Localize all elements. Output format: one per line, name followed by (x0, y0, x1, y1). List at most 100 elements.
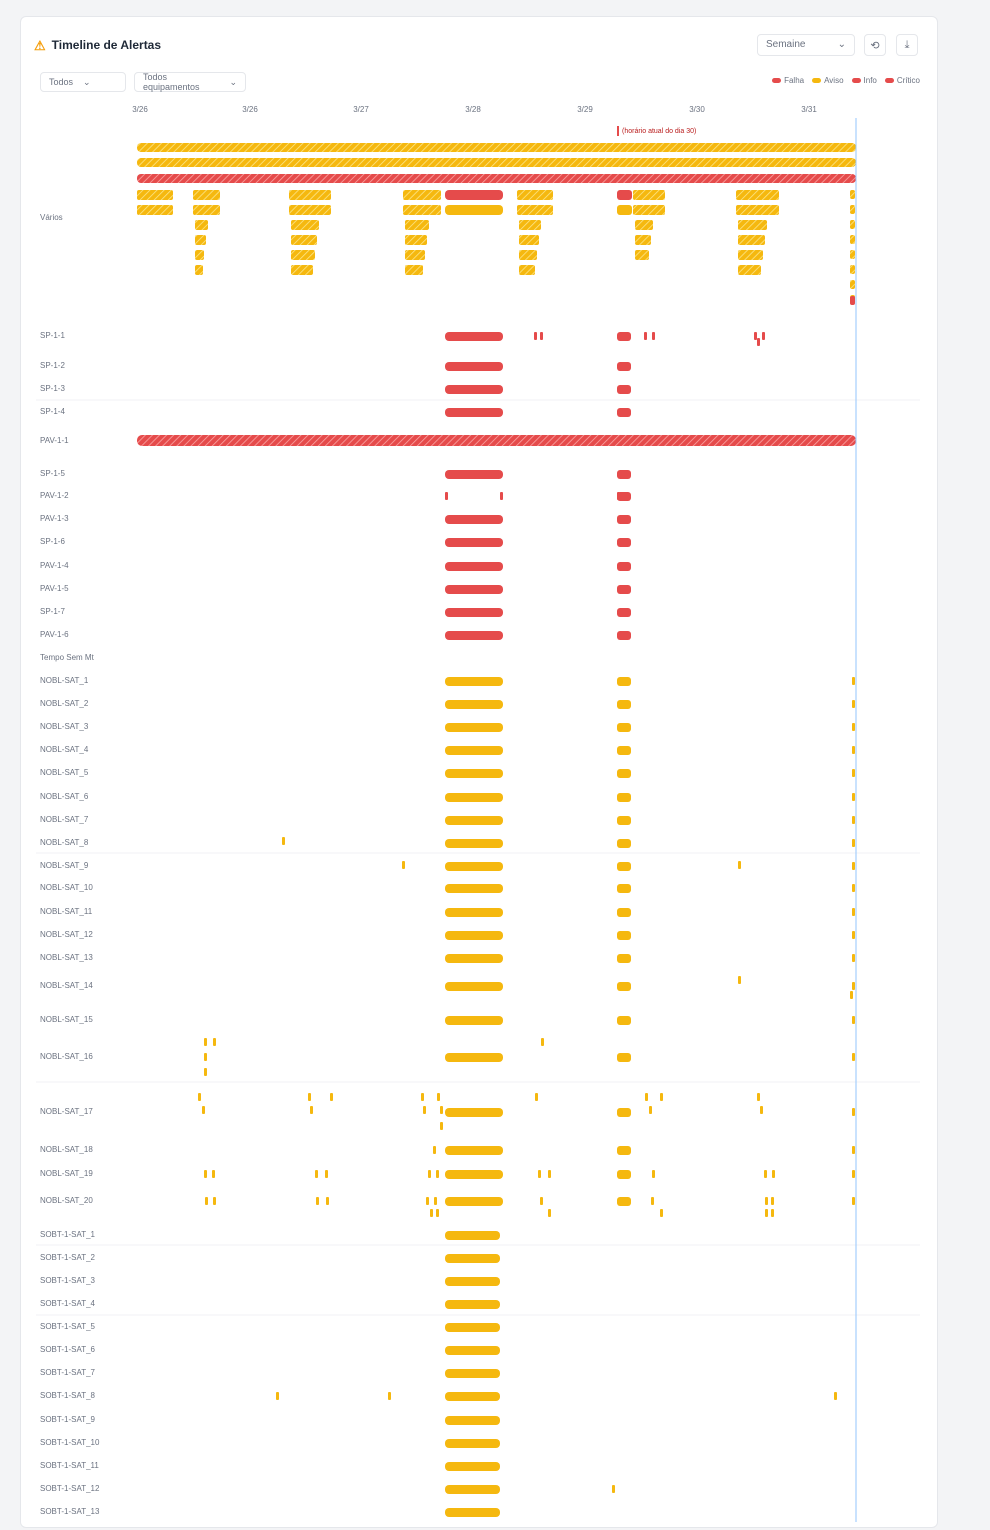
alert-bar[interactable] (325, 1170, 328, 1178)
alert-bar[interactable] (445, 769, 503, 778)
alert-bar[interactable] (445, 816, 503, 825)
alert-bar[interactable] (644, 332, 647, 340)
alert-bar[interactable] (445, 1016, 503, 1025)
alert-bar[interactable] (445, 677, 503, 686)
alert-bar[interactable] (765, 1209, 768, 1217)
alert-bar[interactable] (660, 1209, 663, 1217)
alert-bar[interactable] (405, 235, 427, 245)
alert-bar[interactable] (617, 385, 631, 394)
alert-bar[interactable] (445, 954, 503, 963)
alert-bar[interactable] (617, 362, 631, 371)
alert-bar[interactable] (852, 908, 855, 916)
alert-bar[interactable] (617, 332, 631, 341)
alert-bar[interactable] (437, 1093, 440, 1101)
alert-bar[interactable] (445, 982, 503, 991)
alert-bar[interactable] (617, 562, 631, 571)
alert-bar[interactable] (445, 700, 503, 709)
alert-bar[interactable] (852, 1146, 855, 1154)
alert-bar[interactable] (617, 538, 631, 547)
alert-bar[interactable] (315, 1170, 318, 1178)
alert-bar[interactable] (291, 265, 313, 275)
alert-bar[interactable] (850, 296, 855, 305)
alert-bar[interactable] (852, 723, 855, 731)
alert-bar[interactable] (445, 1197, 503, 1206)
alert-bar[interactable] (195, 220, 208, 230)
alert-bar[interactable] (754, 332, 757, 340)
download-button[interactable]: ⤓ (896, 34, 918, 56)
alert-bar[interactable] (852, 769, 855, 777)
alert-bar[interactable] (850, 280, 855, 289)
alert-bar[interactable] (852, 793, 855, 801)
alert-bar[interactable] (617, 408, 631, 417)
alert-bar[interactable] (617, 839, 631, 848)
alert-bar[interactable] (772, 1170, 775, 1178)
alert-bar[interactable] (212, 1170, 215, 1178)
alert-bar[interactable] (204, 1170, 207, 1178)
alert-bar[interactable] (762, 332, 765, 340)
alert-bar[interactable] (617, 1170, 631, 1179)
severity-filter[interactable]: Todos ⌄ (40, 72, 126, 92)
alert-bar[interactable] (445, 1108, 503, 1117)
alert-bar[interactable] (757, 1093, 760, 1101)
alert-bar[interactable] (202, 1106, 205, 1114)
alert-bar[interactable] (617, 677, 631, 686)
alert-bar[interactable] (291, 250, 315, 260)
alert-bar[interactable] (850, 205, 855, 214)
alert-bar[interactable] (445, 1462, 500, 1471)
alert-bar[interactable] (736, 205, 779, 215)
alert-bar[interactable] (445, 1508, 500, 1517)
alert-bar[interactable] (445, 1346, 500, 1355)
alert-bar[interactable] (617, 884, 631, 893)
alert-bar[interactable] (645, 1093, 648, 1101)
alert-bar[interactable] (445, 608, 503, 617)
alert-bar[interactable] (852, 982, 855, 990)
alert-bar[interactable] (310, 1106, 313, 1114)
legend-item-falha[interactable]: Falha (772, 76, 804, 85)
alert-bar[interactable] (771, 1197, 774, 1205)
alert-bar[interactable] (436, 1209, 439, 1217)
alert-bar[interactable] (445, 190, 503, 200)
alert-bar[interactable] (445, 746, 503, 755)
legend-item-critico[interactable]: Crítico (884, 76, 920, 85)
alert-bar[interactable] (402, 861, 405, 869)
alert-bar[interactable] (137, 174, 856, 183)
alert-bar[interactable] (760, 1106, 763, 1114)
alert-bar[interactable] (445, 631, 503, 640)
alert-bar[interactable] (193, 205, 220, 215)
alert-bar[interactable] (541, 1038, 544, 1046)
alert-bar[interactable] (738, 250, 763, 260)
alert-bar[interactable] (213, 1038, 216, 1046)
alert-bar[interactable] (440, 1106, 443, 1114)
alert-bar[interactable] (445, 723, 503, 732)
alert-bar[interactable] (388, 1392, 391, 1400)
alert-bar[interactable] (445, 1254, 500, 1263)
alert-bar[interactable] (617, 1108, 631, 1117)
alert-bar[interactable] (633, 190, 665, 200)
alert-bar[interactable] (852, 1197, 855, 1205)
alert-bar[interactable] (204, 1068, 207, 1076)
alert-bar[interactable] (617, 1053, 631, 1062)
alert-bar[interactable] (445, 1416, 500, 1425)
alert-bar[interactable] (652, 1170, 655, 1178)
alert-bar[interactable] (308, 1093, 311, 1101)
alert-bar[interactable] (193, 190, 220, 200)
alert-bar[interactable] (445, 862, 503, 871)
alert-bar[interactable] (617, 862, 631, 871)
alert-bar[interactable] (852, 862, 855, 870)
alert-bar[interactable] (852, 700, 855, 708)
alert-bar[interactable] (445, 1369, 500, 1378)
alert-bar[interactable] (433, 1146, 436, 1154)
legend-item-aviso[interactable]: Aviso (812, 76, 844, 85)
alert-bar[interactable] (291, 220, 319, 230)
alert-bar[interactable] (617, 793, 631, 802)
alert-bar[interactable] (633, 205, 665, 215)
alert-bar[interactable] (852, 746, 855, 754)
alert-bar[interactable] (852, 1108, 855, 1116)
alert-bar[interactable] (617, 585, 631, 594)
alert-bar[interactable] (445, 408, 503, 417)
alert-bar[interactable] (850, 991, 853, 999)
alert-bar[interactable] (289, 205, 331, 215)
alert-bar[interactable] (445, 931, 503, 940)
alert-bar[interactable] (445, 839, 503, 848)
alert-bar[interactable] (445, 470, 503, 479)
